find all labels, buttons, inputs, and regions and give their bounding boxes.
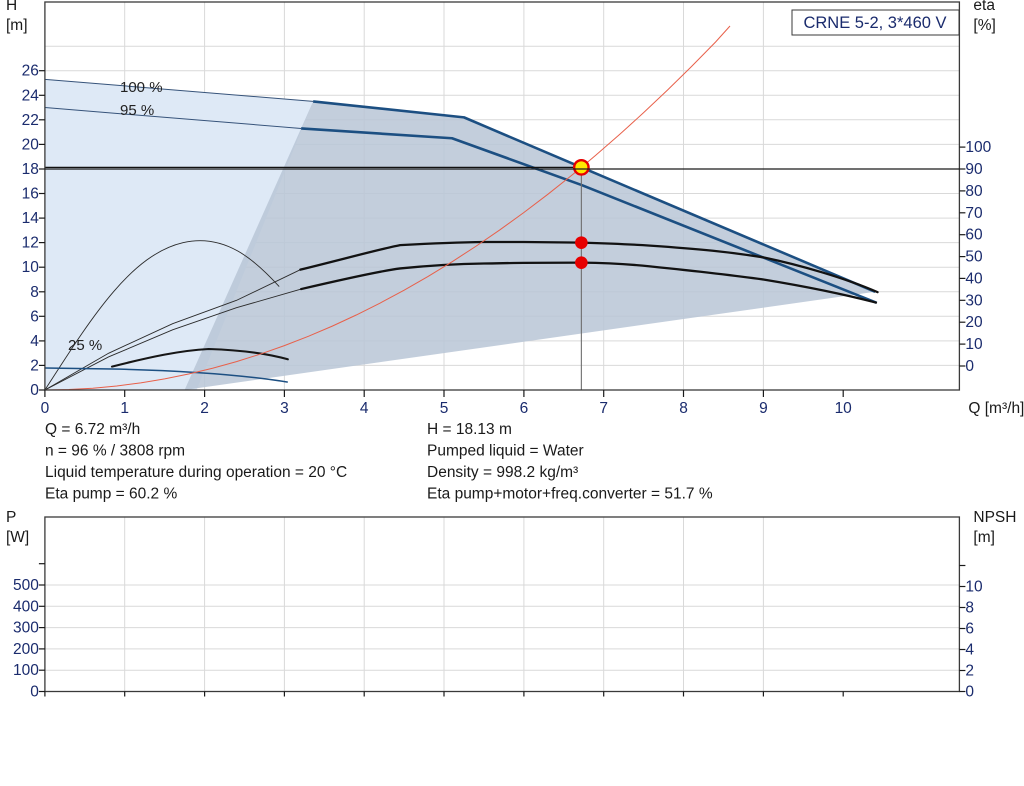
svg-text:Pumped liquid = Water: Pumped liquid = Water (427, 443, 584, 460)
svg-text:14: 14 (22, 210, 40, 227)
svg-text:1: 1 (120, 400, 129, 417)
svg-text:[W]: [W] (6, 529, 29, 546)
svg-text:4: 4 (360, 400, 369, 417)
svg-text:[m]: [m] (6, 17, 28, 34)
svg-text:0: 0 (41, 400, 50, 417)
svg-text:3: 3 (280, 400, 289, 417)
svg-text:300: 300 (13, 620, 39, 637)
svg-text:0: 0 (965, 684, 974, 701)
svg-text:0: 0 (30, 684, 39, 701)
svg-text:6: 6 (965, 621, 974, 638)
svg-text:2: 2 (30, 357, 39, 374)
svg-text:100: 100 (13, 662, 39, 679)
svg-text:NPSH: NPSH (973, 509, 1016, 526)
svg-text:Q [m³/h]: Q [m³/h] (968, 400, 1024, 417)
svg-text:95 %: 95 % (120, 102, 154, 119)
svg-text:Eta pump = 60.2 %: Eta pump = 60.2 % (45, 486, 177, 503)
svg-text:H = 18.13 m: H = 18.13 m (427, 421, 512, 438)
svg-text:0: 0 (965, 358, 974, 375)
svg-text:10: 10 (965, 336, 983, 353)
svg-text:80: 80 (965, 183, 983, 200)
svg-text:5: 5 (440, 400, 449, 417)
svg-text:8: 8 (679, 400, 688, 417)
svg-text:6: 6 (30, 308, 39, 325)
svg-text:eta: eta (973, 0, 995, 14)
svg-text:8: 8 (965, 600, 974, 617)
svg-text:100: 100 (965, 139, 991, 156)
svg-text:H: H (6, 0, 17, 14)
svg-text:n = 96 % / 3808 rpm: n = 96 % / 3808 rpm (45, 443, 185, 460)
svg-text:[%]: [%] (973, 17, 995, 34)
svg-text:200: 200 (13, 641, 39, 658)
svg-text:30: 30 (965, 292, 983, 309)
svg-text:25 %: 25 % (68, 337, 102, 354)
svg-text:16: 16 (22, 186, 39, 203)
svg-text:CRNE 5-2, 3*460 V: CRNE 5-2, 3*460 V (803, 14, 946, 32)
svg-text:[m]: [m] (973, 529, 995, 546)
svg-text:50: 50 (965, 249, 983, 266)
svg-text:Q = 6.72 m³/h: Q = 6.72 m³/h (45, 421, 140, 438)
svg-text:4: 4 (965, 642, 974, 659)
svg-text:9: 9 (759, 400, 768, 417)
svg-text:Density = 998.2 kg/m³: Density = 998.2 kg/m³ (427, 464, 578, 481)
svg-text:500: 500 (13, 577, 39, 594)
svg-text:24: 24 (22, 87, 40, 104)
svg-text:22: 22 (22, 112, 39, 129)
svg-text:400: 400 (13, 598, 39, 615)
svg-text:7: 7 (599, 400, 608, 417)
svg-text:90: 90 (965, 161, 983, 178)
svg-text:P: P (6, 509, 16, 526)
svg-text:100 %: 100 % (120, 79, 163, 96)
svg-text:6: 6 (520, 400, 529, 417)
svg-text:4: 4 (30, 333, 39, 350)
svg-text:60: 60 (965, 227, 983, 244)
svg-text:0: 0 (30, 382, 39, 399)
svg-text:20: 20 (22, 136, 40, 153)
svg-text:10: 10 (965, 579, 983, 596)
svg-text:2: 2 (200, 400, 209, 417)
svg-text:2: 2 (965, 663, 974, 680)
svg-text:Eta pump+motor+freq.converter: Eta pump+motor+freq.converter = 51.7 % (427, 486, 713, 503)
svg-text:18: 18 (22, 161, 39, 178)
svg-text:26: 26 (22, 63, 39, 80)
svg-text:10: 10 (22, 259, 40, 276)
svg-text:40: 40 (965, 270, 983, 287)
svg-text:12: 12 (22, 235, 39, 252)
svg-text:70: 70 (965, 205, 983, 222)
svg-text:10: 10 (835, 400, 853, 417)
svg-text:Liquid temperature during oper: Liquid temperature during operation = 20… (45, 464, 347, 481)
svg-text:20: 20 (965, 314, 983, 331)
svg-text:8: 8 (30, 284, 39, 301)
